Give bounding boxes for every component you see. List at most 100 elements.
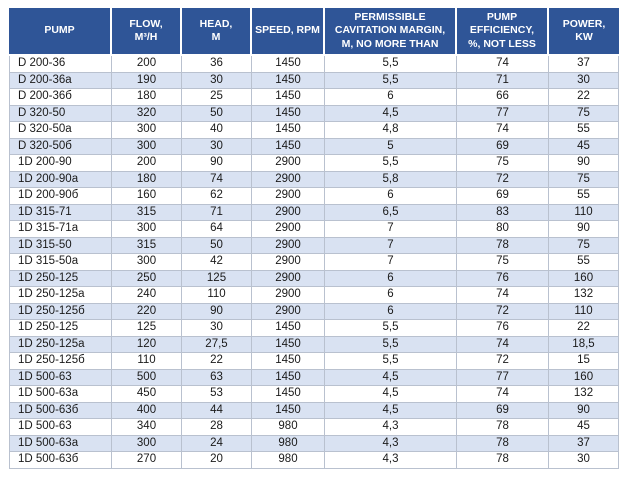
cell-head: 24: [182, 435, 252, 452]
cell-efficiency: 74: [457, 287, 549, 304]
cell-flow: 315: [112, 204, 182, 221]
cell-efficiency: 77: [457, 105, 549, 122]
cell-speed: 1450: [252, 320, 325, 337]
cell-power: 37: [549, 435, 619, 452]
cell-head: 63: [182, 369, 252, 386]
cell-power: 110: [549, 204, 619, 221]
cell-power: 45: [549, 138, 619, 155]
cell-power: 132: [549, 287, 619, 304]
cell-flow: 300: [112, 435, 182, 452]
cell-flow: 300: [112, 221, 182, 238]
cell-head: 71: [182, 204, 252, 221]
cell-pump: 1D 200-90a: [9, 171, 112, 188]
cell-flow: 450: [112, 386, 182, 403]
cell-cavitation: 5,5: [325, 353, 457, 370]
cell-efficiency: 76: [457, 270, 549, 287]
cell-head: 42: [182, 254, 252, 271]
cell-power: 90: [549, 221, 619, 238]
cell-speed: 2900: [252, 204, 325, 221]
cell-pump: D 200-36б: [9, 89, 112, 106]
cell-efficiency: 72: [457, 303, 549, 320]
cell-efficiency: 69: [457, 138, 549, 155]
cell-power: 37: [549, 56, 619, 73]
cell-cavitation: 5,5: [325, 72, 457, 89]
table-row: 1D 250-125a 240 110 2900 6 74 132: [9, 287, 619, 304]
cell-cavitation: 6,5: [325, 204, 457, 221]
cell-cavitation: 7: [325, 237, 457, 254]
cell-head: 20: [182, 452, 252, 469]
header-efficiency: PUMP EFFICIENCY, %, NOT LESS: [457, 8, 549, 56]
cell-head: 50: [182, 237, 252, 254]
cell-power: 55: [549, 122, 619, 139]
cell-power: 30: [549, 452, 619, 469]
cell-speed: 2900: [252, 303, 325, 320]
cell-cavitation: 5,8: [325, 171, 457, 188]
cell-speed: 1450: [252, 336, 325, 353]
table-row: 1D 500-63 500 63 1450 4,5 77 160: [9, 369, 619, 386]
cell-flow: 240: [112, 287, 182, 304]
cell-efficiency: 74: [457, 386, 549, 403]
cell-power: 75: [549, 237, 619, 254]
cell-speed: 1450: [252, 138, 325, 155]
cell-cavitation: 5,5: [325, 320, 457, 337]
header-power: POWER, KW: [549, 8, 619, 56]
cell-head: 125: [182, 270, 252, 287]
cell-cavitation: 7: [325, 254, 457, 271]
cell-pump: 1D 500-63a: [9, 386, 112, 403]
cell-efficiency: 78: [457, 452, 549, 469]
cell-efficiency: 69: [457, 402, 549, 419]
table-row: D 320-50б 300 30 1450 5 69 45: [9, 138, 619, 155]
table-row: 1D 200-90 200 90 2900 5,5 75 90: [9, 155, 619, 172]
cell-speed: 2900: [252, 188, 325, 205]
cell-speed: 2900: [252, 254, 325, 271]
cell-cavitation: 6: [325, 303, 457, 320]
cell-power: 90: [549, 155, 619, 172]
cell-speed: 980: [252, 419, 325, 436]
cell-power: 45: [549, 419, 619, 436]
cell-pump: 1D 250-125: [9, 270, 112, 287]
cell-power: 110: [549, 303, 619, 320]
table-row: 1D 200-90б 160 62 2900 6 69 55: [9, 188, 619, 205]
header-cavitation-margin: PERMISSIBLE CAVITATION MARGIN, M, NO MOR…: [325, 8, 457, 56]
cell-cavitation: 4,5: [325, 105, 457, 122]
cell-flow: 180: [112, 89, 182, 106]
cell-flow: 250: [112, 270, 182, 287]
cell-cavitation: 4,3: [325, 452, 457, 469]
cell-cavitation: 6: [325, 287, 457, 304]
cell-flow: 120: [112, 336, 182, 353]
cell-pump: D 200-36: [9, 56, 112, 73]
cell-cavitation: 7: [325, 221, 457, 238]
cell-flow: 160: [112, 188, 182, 205]
table-row: 1D 500-63б 400 44 1450 4,5 69 90: [9, 402, 619, 419]
header-speed: SPEED, RPM: [252, 8, 325, 56]
cell-efficiency: 72: [457, 171, 549, 188]
cell-speed: 980: [252, 435, 325, 452]
cell-cavitation: 4,5: [325, 369, 457, 386]
table-row: 1D 500-63a 300 24 980 4,3 78 37: [9, 435, 619, 452]
cell-efficiency: 78: [457, 419, 549, 436]
cell-pump: 1D 500-63б: [9, 402, 112, 419]
cell-cavitation: 5: [325, 138, 457, 155]
cell-pump: 1D 315-50a: [9, 254, 112, 271]
cell-head: 53: [182, 386, 252, 403]
cell-pump: 1D 500-63б: [9, 452, 112, 469]
cell-flow: 200: [112, 155, 182, 172]
cell-pump: 1D 200-90: [9, 155, 112, 172]
cell-flow: 270: [112, 452, 182, 469]
cell-pump: 1D 500-63a: [9, 435, 112, 452]
cell-pump: 1D 315-71: [9, 204, 112, 221]
cell-efficiency: 74: [457, 336, 549, 353]
cell-cavitation: 4,3: [325, 435, 457, 452]
cell-cavitation: 4,5: [325, 386, 457, 403]
table-row: 1D 250-125б 220 90 2900 6 72 110: [9, 303, 619, 320]
cell-flow: 300: [112, 254, 182, 271]
table-row: 1D 250-125 250 125 2900 6 76 160: [9, 270, 619, 287]
cell-flow: 400: [112, 402, 182, 419]
cell-flow: 320: [112, 105, 182, 122]
cell-head: 44: [182, 402, 252, 419]
cell-speed: 1450: [252, 386, 325, 403]
table-row: 1D 500-63a 450 53 1450 4,5 74 132: [9, 386, 619, 403]
cell-efficiency: 75: [457, 254, 549, 271]
cell-power: 22: [549, 89, 619, 106]
